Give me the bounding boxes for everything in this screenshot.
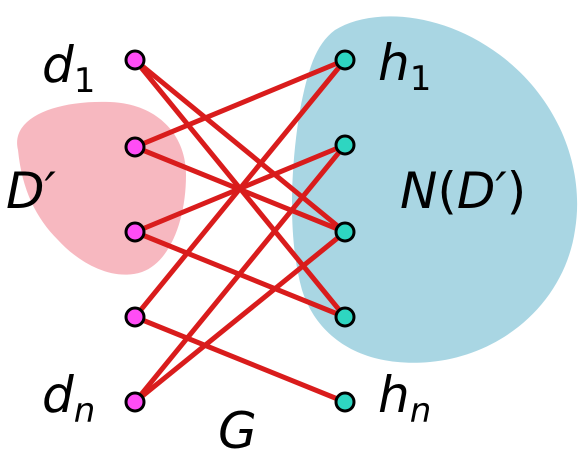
edge-d1-h3 (132, 57, 348, 235)
node-h1 (334, 49, 356, 71)
node-h3 (334, 221, 356, 243)
label-neighborhood-close: ) (507, 162, 527, 220)
node-d3 (124, 221, 146, 243)
node-d1 (124, 49, 146, 71)
edge-dn-h2 (132, 142, 348, 405)
node-d4 (124, 306, 146, 328)
label-subset: D′ (6, 162, 57, 220)
edge-d4-hn (132, 314, 348, 405)
node-dn (124, 391, 146, 413)
label-h1-base: h (378, 34, 410, 92)
label-d1: d1 (42, 36, 95, 101)
label-d1-base: d (42, 36, 74, 94)
edge-d2-h1 (132, 57, 348, 150)
node-h4 (334, 306, 356, 328)
label-neighborhood-arg: D′ (457, 162, 508, 220)
label-hn-sub: n (410, 391, 432, 431)
nodes-group (124, 49, 356, 413)
label-neighborhood: N(D′) (400, 162, 526, 220)
node-d2 (124, 136, 146, 158)
label-dn-base: d (42, 366, 74, 424)
neighborhood-region (292, 16, 578, 363)
edge-d4-h1 (132, 57, 348, 320)
label-hn-base: h (378, 366, 410, 424)
label-graph: G (218, 402, 257, 452)
edge-dn-h3 (132, 229, 348, 405)
label-h1-sub: 1 (410, 59, 432, 99)
node-hn (334, 391, 356, 413)
node-h2 (334, 134, 356, 156)
label-dn: dn (42, 366, 95, 431)
label-dn-sub: n (74, 391, 96, 431)
label-neighborhood-fn: N (400, 162, 437, 220)
label-h1: h1 (378, 34, 431, 99)
edges-group (132, 57, 348, 405)
label-hn: hn (378, 366, 431, 431)
label-neighborhood-open: ( (437, 162, 457, 220)
label-d1-sub: 1 (74, 61, 96, 101)
